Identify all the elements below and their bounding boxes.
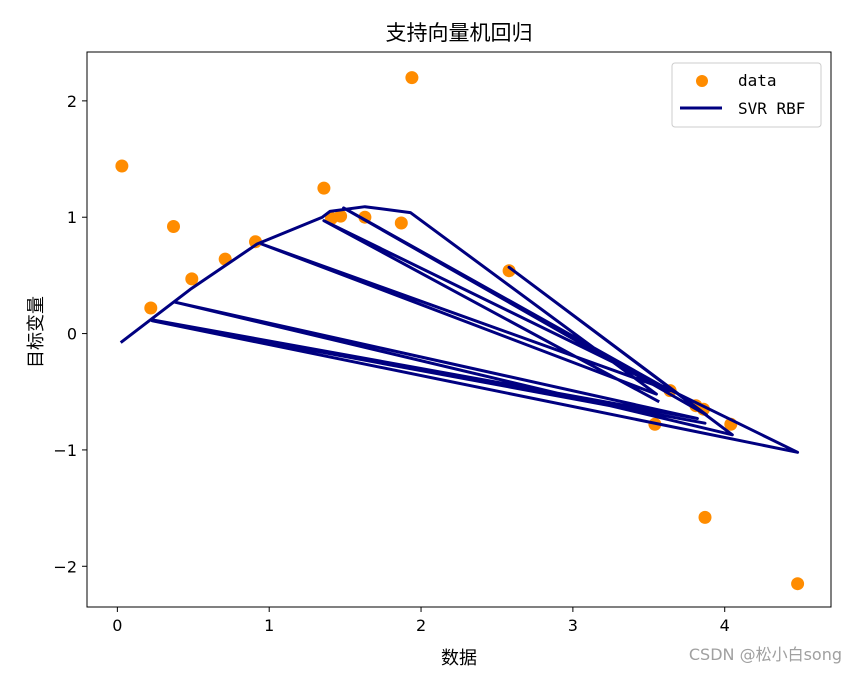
legend-label-svr-rbf: SVR RBF bbox=[738, 99, 805, 118]
x-axis: 0 1 2 3 4 bbox=[112, 607, 730, 635]
legend-marker-data bbox=[696, 75, 708, 87]
y-tick-label-0: −2 bbox=[53, 557, 77, 576]
x-tick-label-2: 2 bbox=[416, 616, 426, 635]
svr-rbf-line bbox=[119, 205, 800, 454]
y-axis-label: 目标变量 bbox=[26, 296, 47, 368]
x-tick-label-4: 4 bbox=[720, 616, 730, 635]
data-point-1 bbox=[144, 301, 158, 315]
data-point-5 bbox=[249, 235, 262, 249]
x-tick-label-1: 1 bbox=[264, 616, 274, 635]
data-point-11 bbox=[405, 71, 419, 85]
data-point-6 bbox=[317, 181, 331, 195]
legend: data SVR RBF bbox=[671, 62, 822, 128]
data-point-10 bbox=[394, 216, 408, 230]
y-tick-label-2: 0 bbox=[67, 325, 77, 344]
data-point-3 bbox=[185, 272, 199, 286]
y-tick-label-4: 2 bbox=[67, 92, 77, 111]
chart-title: 支持向量机回归 bbox=[386, 21, 533, 45]
data-point-17 bbox=[698, 510, 712, 524]
data-point-12 bbox=[502, 264, 516, 278]
data-point-19 bbox=[791, 577, 805, 591]
watermark: CSDN @松小白song bbox=[689, 645, 842, 664]
y-tick-label-1: −1 bbox=[53, 441, 77, 460]
plot-area bbox=[115, 71, 805, 591]
y-axis: −2 −1 0 1 2 bbox=[53, 92, 87, 576]
y-tick-label-3: 1 bbox=[67, 208, 77, 227]
legend-frame bbox=[671, 62, 822, 128]
legend-label-data: data bbox=[738, 71, 777, 90]
data-point-8 bbox=[334, 209, 348, 223]
x-tick-label-0: 0 bbox=[112, 616, 122, 635]
data-point-2 bbox=[167, 220, 180, 233]
x-axis-label: 数据 bbox=[441, 648, 477, 669]
data-point-0 bbox=[115, 159, 129, 173]
axes-frame bbox=[86, 51, 832, 608]
x-tick-label-3: 3 bbox=[568, 616, 578, 635]
